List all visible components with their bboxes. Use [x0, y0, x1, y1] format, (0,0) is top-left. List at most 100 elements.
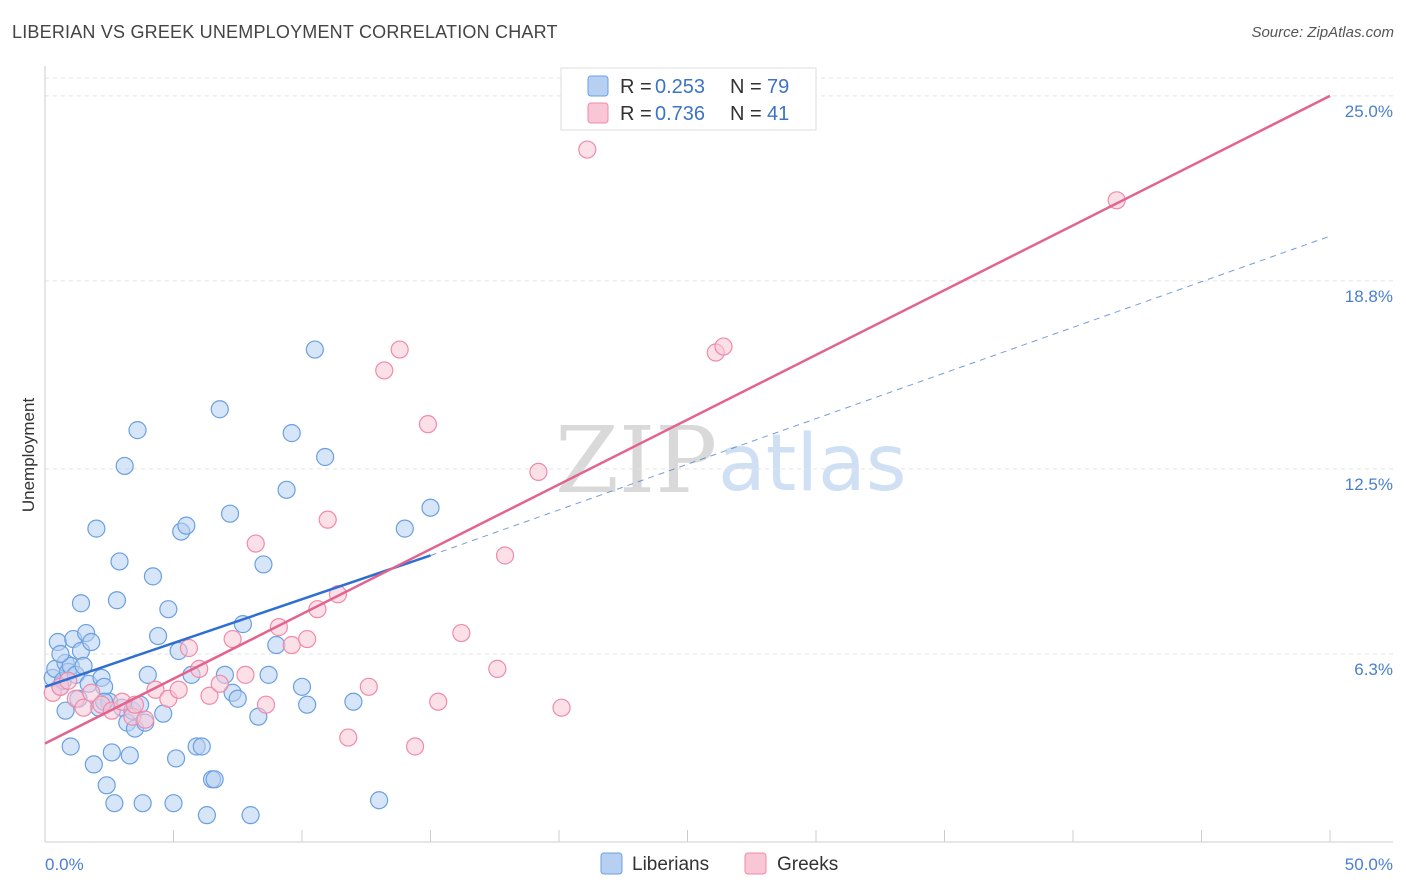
liberians-points [43, 340, 440, 825]
liberians-point-52 [197, 806, 217, 825]
liberians-point-40 [143, 567, 163, 586]
liberians-point-63 [254, 555, 273, 574]
greeks-point-43 [714, 337, 733, 356]
liberians-point-48 [177, 516, 196, 535]
greeks-point-11 [136, 710, 155, 729]
liberians-point-59 [228, 689, 247, 708]
liberians-point-30 [115, 456, 134, 476]
y-tick-labels: 6.3% 12.5% 18.8% 25.0% [1345, 102, 1393, 679]
liberians-point-18 [84, 755, 103, 774]
bottom-legend-liberians: Liberians [632, 854, 709, 875]
liberians-point-74 [395, 519, 414, 538]
liberians-trend-extension [430, 235, 1331, 556]
legend-r-value-2: 0.736 [655, 103, 705, 125]
gridlines [45, 77, 1393, 655]
greeks-point-14 [169, 680, 188, 699]
liberians-point-51 [192, 737, 211, 756]
greeks-point-37 [488, 659, 507, 678]
liberians-point-27 [107, 591, 127, 610]
liberians-point-19 [87, 519, 106, 538]
source-label: Source: ZipAtlas.com [1251, 24, 1394, 41]
legend-n-value-2: 41 [767, 103, 789, 125]
liberians-point-69 [298, 695, 317, 714]
greeks-point-41 [578, 140, 597, 159]
greeks-point-34 [418, 415, 438, 434]
liberians-point-57 [220, 504, 240, 523]
y-tick-label-3: 25.0% [1345, 102, 1393, 121]
liberians-trend-line [44, 554, 431, 688]
legend: R = 0.253 N = 79 R = 0.736 N = 41 [560, 67, 817, 131]
liberians-point-70 [305, 340, 324, 359]
liberians-point-72 [344, 692, 363, 711]
liberians-point-68 [292, 677, 312, 696]
greeks-point-31 [375, 361, 394, 380]
x-tick-labels: 0.0% 50.0% [45, 855, 1393, 874]
liberians-point-26 [105, 794, 124, 813]
greeks-point-35 [429, 692, 448, 711]
liberians-point-66 [277, 480, 296, 499]
greeks-point-22 [256, 695, 276, 714]
liberians-point-54 [205, 770, 224, 789]
liberians-point-23 [97, 776, 116, 795]
greeks-point-25 [298, 629, 317, 649]
greeks-point-40 [552, 698, 571, 717]
bottom-legend-greeks: Greeks [777, 854, 838, 875]
greeks-point-39 [529, 462, 548, 482]
legend-n-label-2: N = [730, 103, 762, 125]
greeks-point-23 [269, 618, 288, 637]
liberians-point-28 [110, 552, 129, 571]
x-tick-label-1: 50.0% [1345, 855, 1393, 874]
liberians-point-71 [316, 447, 335, 467]
legend-r-label-1: R = [620, 76, 652, 98]
liberians-point-10 [56, 701, 75, 720]
greeks-point-33 [405, 737, 425, 756]
liberians-point-76 [51, 644, 70, 664]
legend-r-value-1: 0.253 [655, 76, 705, 98]
legend-swatch-greeks [587, 102, 609, 124]
watermark-zip: ZIP [555, 407, 717, 514]
liberians-point-61 [241, 806, 260, 825]
x-tick-label-0: 0.0% [45, 855, 84, 874]
greeks-point-24 [282, 635, 301, 655]
liberians-point-41 [148, 626, 168, 646]
greeks-point-20 [236, 665, 255, 684]
trend-lines [44, 94, 1331, 745]
greeks-point-18 [210, 674, 229, 693]
legend-swatch-liberians [587, 75, 609, 97]
greeks-point-15 [179, 638, 199, 658]
liberians-point-32 [120, 746, 139, 765]
liberians-point-37 [133, 794, 152, 813]
liberians-point-73 [370, 791, 389, 810]
greeks-point-4 [74, 698, 93, 717]
legend-r-label-2: R = [620, 103, 652, 125]
liberians-point-11 [61, 737, 80, 756]
x-tick-marks [44, 830, 1331, 842]
liberians-point-65 [267, 635, 286, 655]
greeks-point-29 [339, 728, 358, 747]
greeks-points [43, 140, 1126, 756]
watermark-atlas: atlas [718, 419, 907, 509]
bottom-legend: Liberians Greeks [600, 852, 838, 875]
liberians-point-77 [71, 594, 91, 613]
greeks-point-19 [223, 629, 242, 649]
liberians-point-75 [421, 498, 440, 517]
liberians-point-39 [138, 665, 157, 684]
legend-n-value-1: 79 [767, 76, 789, 98]
liberians-point-64 [259, 665, 278, 684]
greeks-point-30 [359, 677, 378, 696]
greeks-trend-line [44, 94, 1331, 745]
greeks-point-27 [318, 510, 337, 529]
liberians-point-35 [128, 421, 147, 440]
greeks-point-17 [200, 686, 219, 705]
y-tick-label-1: 12.5% [1345, 475, 1393, 494]
y-tick-label-2: 18.8% [1345, 287, 1393, 306]
liberians-point-67 [282, 424, 301, 443]
liberians-point-44 [164, 794, 183, 813]
legend-n-label-1: N = [730, 76, 762, 98]
greeks-point-38 [495, 546, 515, 565]
liberians-point-17 [82, 632, 101, 652]
bottom-legend-swatch-liberians [600, 852, 623, 875]
y-axis-label: Unemployment [19, 398, 38, 513]
greeks-point-5 [82, 683, 101, 702]
